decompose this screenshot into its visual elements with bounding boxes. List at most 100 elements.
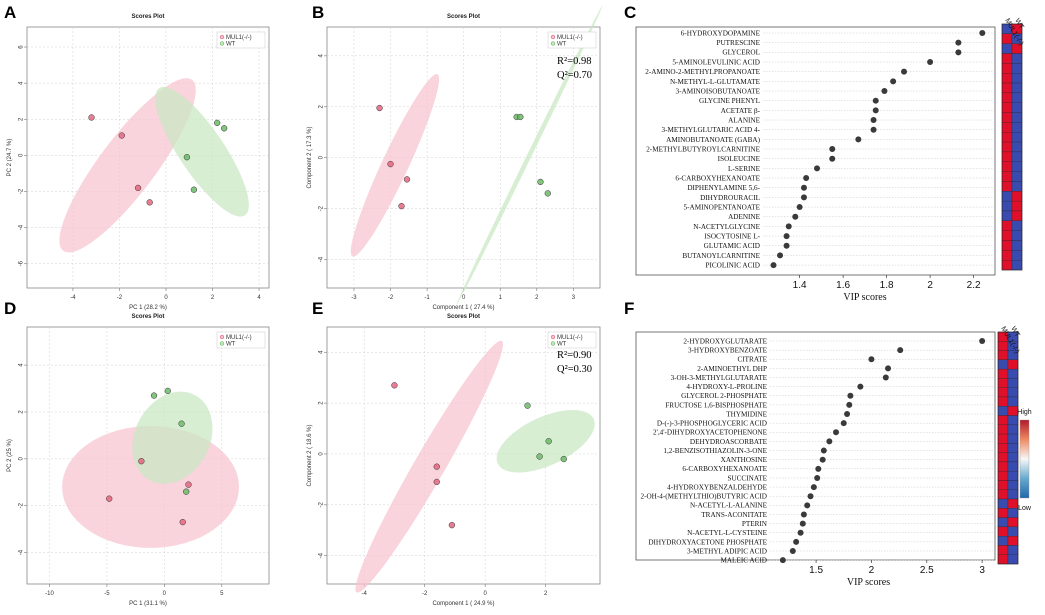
heatmap-cell: [1001, 230, 1013, 241]
legend-marker: [550, 334, 556, 340]
x-tick-label: 0: [164, 295, 168, 301]
x-tick-label: 2: [927, 280, 933, 291]
feature-label: ADENINE: [728, 213, 761, 221]
panel-letter: A: [4, 3, 16, 22]
vip-point: [855, 136, 862, 143]
vip-point: [846, 401, 853, 408]
x-tick-label: -4: [362, 591, 368, 597]
feature-label: 1,2-BENZISOTHIAZOLIN-3-ONE: [663, 447, 767, 455]
vip-point: [901, 68, 908, 75]
y-axis-label: PC 2 (24.7 %): [7, 139, 13, 177]
vip-point: [803, 175, 810, 182]
heatmap-cell: [1001, 73, 1013, 84]
x-tick-label: 3: [979, 565, 985, 576]
heatmap-cell: [1001, 250, 1013, 261]
x-tick-label: 3: [572, 295, 576, 301]
vip-point: [777, 252, 784, 259]
x-tick-label: -3: [351, 295, 357, 301]
feature-label: XANTHOSINE: [721, 456, 768, 464]
heatmap-cell: [1011, 102, 1023, 113]
feature-label: 5-AMINOLEVULINIC ACID: [672, 58, 760, 66]
heatmap-cell: [1007, 498, 1019, 509]
vip-point: [785, 223, 792, 230]
feature-label: 3-HYDROXYBENZOATE: [688, 347, 768, 355]
y-axis-label: PC 2 (25 %): [7, 439, 13, 472]
data-point-wt: [214, 119, 221, 127]
vip-point: [779, 557, 786, 564]
r2-annotation: R²=0.98: [557, 56, 591, 67]
feature-label: 2-AMINOETHYL DHP: [697, 365, 767, 373]
vip-point: [872, 107, 879, 114]
data-point-wt: [150, 392, 158, 399]
data-point-mul1: [179, 518, 186, 526]
legend-box: [547, 331, 597, 349]
data-point-wt: [221, 125, 228, 132]
x-tick-label: -4: [70, 295, 76, 301]
data-point-wt: [183, 154, 191, 161]
plot-title: Scores Plot: [131, 314, 164, 320]
y-tick-label: 2: [319, 104, 325, 108]
heatmap-cell: [997, 424, 1009, 435]
y-tick-label: 6: [19, 45, 25, 49]
heatmap-cell: [1011, 63, 1023, 74]
vip-point: [799, 520, 806, 527]
heatmap-cell: [997, 387, 1009, 398]
heatmap-cell: [997, 545, 1009, 555]
vip-point: [797, 529, 804, 536]
data-point-mul1: [134, 184, 142, 192]
y-tick-label: 4: [19, 81, 25, 85]
feature-label: 2',4'-DIHYDROXYACETOPHENONE: [653, 429, 768, 437]
feature-label: MALEIC ACID: [720, 557, 767, 565]
data-point-mul1: [88, 114, 95, 121]
vip-point: [897, 347, 904, 354]
vip-point: [800, 511, 807, 518]
plot-frame: [635, 26, 996, 276]
vip-point: [815, 465, 822, 472]
feature-label: TRANS-ACONITATE: [701, 511, 767, 519]
heatmap-cell: [997, 368, 1009, 379]
heatmap-cell: [1011, 141, 1023, 153]
x-tick-label: -2: [388, 295, 394, 301]
heatmap-cell: [1007, 396, 1019, 407]
vip-point: [844, 411, 851, 418]
data-point-wt: [537, 178, 544, 186]
x-tick-label: 1.5: [809, 565, 823, 576]
data-point-mul1: [391, 382, 398, 389]
confidence-ellipse-mul1: [355, 340, 503, 593]
heatmap-cell: [1011, 181, 1023, 192]
vip-point: [814, 474, 821, 481]
heatmap-cell: [1011, 171, 1023, 182]
feature-label: 2-HYDROXYGLUTARATE: [683, 337, 767, 345]
feature-label: PUTRESCINE: [716, 39, 760, 47]
feature-label: 6-HYDROXYDOPAMINE: [681, 29, 761, 37]
x-axis-label: PC 1 (28.2 %): [129, 305, 167, 311]
panel-letter: C: [624, 3, 636, 22]
heatmap-frame: [1001, 23, 1023, 271]
heatmap-frame: [997, 331, 1019, 565]
confidence-ellipse-wt: [456, 5, 603, 305]
data-point-mul1: [106, 495, 113, 502]
panel-d: D Scores Plot -10 -5 0 5 -4 -2 0 2 4 PC 1 (31.1 %) P…: [4, 299, 270, 607]
y-tick-label: -2: [19, 502, 25, 508]
x-tick-label: 2.2: [967, 280, 981, 291]
vip-point: [890, 78, 897, 85]
y-tick-label: -6: [19, 260, 25, 266]
feature-label: AMINOBUTANOATE (GABA): [666, 136, 760, 144]
vip-point: [840, 420, 847, 427]
heatmap-cell: [997, 536, 1009, 546]
vip-point: [833, 429, 839, 436]
y-axis-label: Component 2 ( 17.3 %): [307, 126, 313, 188]
vip-point: [783, 233, 790, 240]
heatmap-cell: [1011, 151, 1023, 162]
x-tick-label: 0: [462, 295, 466, 301]
panel-b: B Scores Plot -3 -2 -1 0 1 2 3 -4 -2 0 2 4 Component 1…: [307, 3, 603, 311]
heatmap-cell: [997, 359, 1009, 370]
y-tick-label: 4: [319, 54, 325, 58]
vip-point: [927, 59, 934, 66]
heatmap-cell: [1001, 181, 1013, 192]
vip-point: [796, 204, 803, 211]
feature-label: 4-HYDROXYBENZALDEHYDE: [667, 483, 767, 491]
data-point-mul1: [448, 521, 456, 529]
vip-point: [882, 374, 889, 381]
vip-point: [804, 502, 811, 509]
